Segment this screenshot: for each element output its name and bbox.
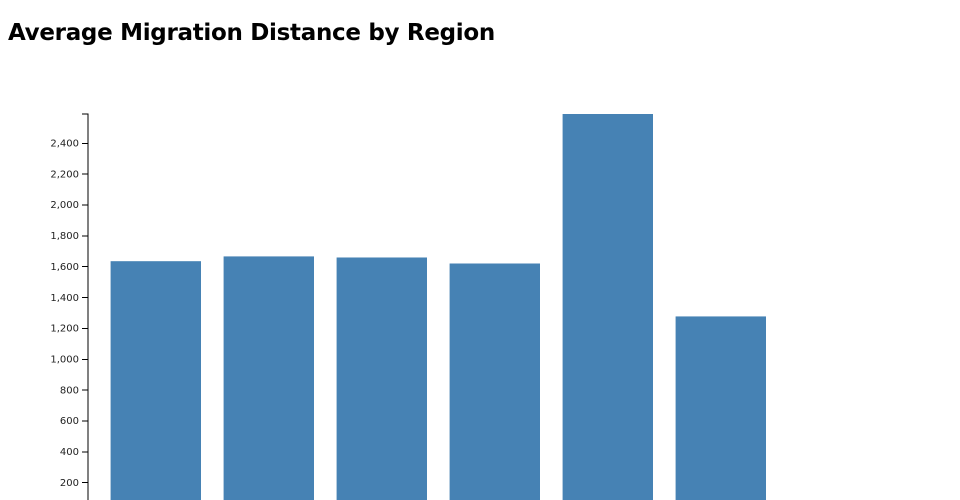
y-tick-label: 1,600: [50, 262, 79, 273]
y-tick: 2,200: [50, 169, 88, 180]
bar-5: [562, 114, 653, 500]
bar-4: [449, 263, 540, 500]
y-tick-label: 1,200: [50, 324, 79, 335]
y-tick: 1,400: [50, 293, 88, 304]
y-tick-label: 1,800: [50, 231, 79, 242]
y-tick-label: 2,000: [50, 200, 79, 211]
y-tick-label: 400: [60, 447, 79, 458]
y-tick: 600: [60, 416, 88, 427]
y-tick: 400: [60, 447, 88, 458]
y-tick: 800: [60, 385, 88, 396]
bar-6: [675, 316, 766, 500]
y-tick-label: 1,000: [50, 355, 79, 366]
y-tick-label: 2,200: [50, 169, 79, 180]
y-tick: 1,800: [50, 231, 88, 242]
chart-title: Average Migration Distance by Region: [8, 20, 495, 46]
bar-1: [110, 261, 201, 500]
y-tick: 1,200: [50, 324, 88, 335]
y-tick-label: 1,400: [50, 293, 79, 304]
y-tick-label: 800: [60, 385, 79, 396]
y-axis-line: [82, 113, 89, 500]
y-tick: 2,000: [50, 200, 88, 211]
y-tick: 200: [60, 478, 88, 489]
y-tick-label: 2,400: [50, 139, 79, 150]
bar-2: [223, 256, 314, 500]
y-axis: 200 400 600 800 1,000 1,200 1,400 1,600 1,800 2,0…: [50, 113, 89, 500]
y-tick: 1,000: [50, 355, 88, 366]
y-tick: 2,400: [50, 139, 88, 150]
bar-3: [336, 257, 427, 500]
y-tick-label: 600: [60, 416, 79, 427]
y-tick-label: 200: [60, 478, 79, 489]
y-tick: 1,600: [50, 262, 88, 273]
